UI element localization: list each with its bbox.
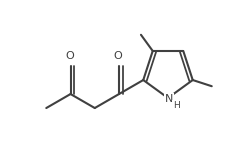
Text: O: O <box>65 51 74 61</box>
Text: N: N <box>165 94 173 104</box>
Text: H: H <box>173 100 179 109</box>
Text: O: O <box>114 51 122 61</box>
